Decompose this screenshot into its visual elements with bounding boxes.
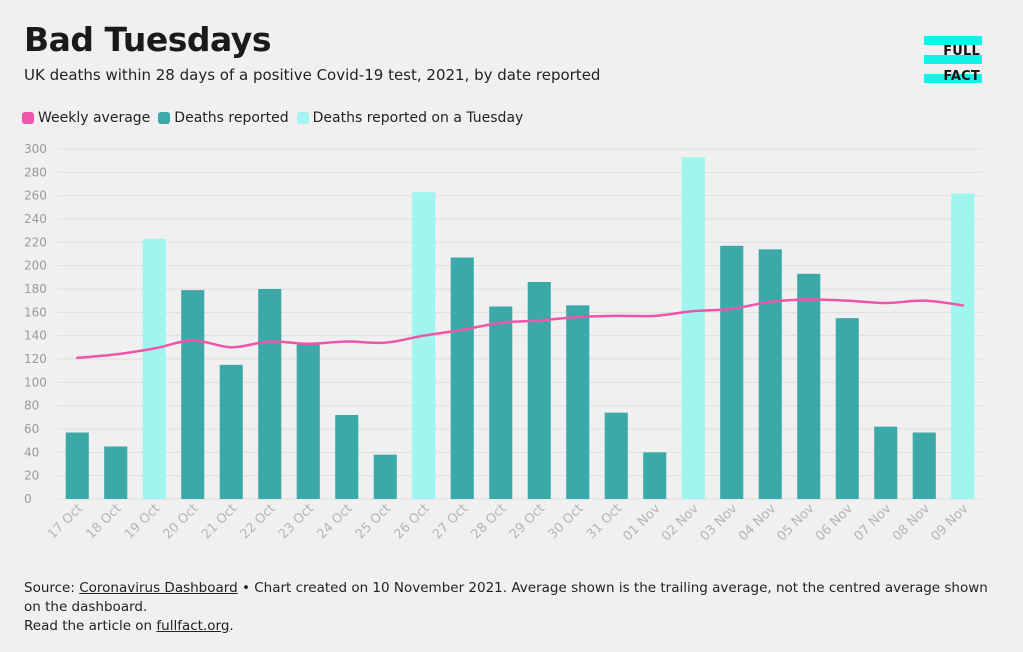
chart-subtitle: UK deaths within 28 days of a positive C… (24, 66, 601, 84)
bar[interactable] (104, 446, 128, 500)
x-tick-label: 19 Oct (122, 501, 163, 542)
weekly-average-line (76, 298, 964, 360)
x-tick-label: 22 Oct (237, 501, 278, 542)
legend-label-deaths-tuesday: Deaths reported on a Tuesday (312, 110, 524, 126)
logo-text-fact: FACT (943, 69, 980, 84)
weekly-average-path (76, 298, 964, 360)
source-prefix: Source: (24, 580, 80, 596)
legend-item-deaths-reported: Deaths reported (158, 110, 289, 126)
bar[interactable] (797, 273, 821, 499)
logo-text-full: FULL (943, 44, 980, 59)
bar[interactable] (643, 452, 667, 499)
bar[interactable] (527, 282, 551, 499)
legend-label-weekly-average: Weekly average (38, 110, 151, 126)
x-tick-label: 25 Oct (353, 501, 394, 542)
bar[interactable] (219, 364, 243, 499)
bar[interactable] (296, 342, 320, 499)
full-fact-logo[interactable]: FULL FACT (924, 36, 982, 84)
y-tick-label: 180 (24, 282, 47, 296)
x-tick-label: 29 Oct (507, 501, 548, 542)
x-tick-label: 20 Oct (160, 501, 201, 542)
read-suffix: . (229, 618, 234, 634)
bar-tuesday[interactable] (681, 157, 705, 499)
x-tick-label: 08 Nov (890, 501, 933, 544)
bar[interactable] (758, 249, 782, 499)
x-tick-label: 27 Oct (430, 501, 471, 542)
read-article-note: Read the article on fullfact.org. (24, 617, 999, 636)
x-tick-label: 07 Nov (851, 501, 894, 544)
bar[interactable] (65, 432, 89, 500)
x-tick-label: 17 Oct (45, 501, 86, 542)
legend-item-deaths-tuesday: Deaths reported on a Tuesday (296, 110, 524, 126)
x-tick-label: 30 Oct (545, 501, 586, 542)
legend-swatch-deaths-reported (158, 112, 171, 124)
x-tick-label: 21 Oct (199, 501, 240, 542)
y-tick-label: 120 (24, 352, 47, 366)
source-link[interactable]: Coronavirus Dashboard (79, 580, 238, 596)
legend-item-weekly-average: Weekly average (22, 110, 150, 126)
x-tick-label: 03 Nov (697, 501, 740, 544)
x-tick-label: 06 Nov (813, 501, 856, 544)
read-prefix: Read the article on (24, 618, 157, 634)
footer: Source: Coronavirus Dashboard • Chart cr… (24, 579, 999, 636)
legend-swatch-weekly-average (22, 112, 34, 124)
grid-lines (58, 148, 982, 500)
x-tick-label: 28 Oct (468, 501, 509, 542)
bars (65, 157, 975, 500)
x-tick-label: 04 Nov (736, 501, 779, 544)
y-tick-label: 280 (24, 165, 47, 179)
bar[interactable] (835, 318, 859, 499)
source-description: • Chart created on 10 November 2021. Ave… (24, 580, 988, 615)
y-tick-label: 80 (24, 399, 39, 413)
y-tick-label: 100 (24, 375, 47, 389)
y-tick-label: 60 (24, 422, 39, 436)
x-tick-label: 18 Oct (83, 501, 124, 542)
bar-tuesday[interactable] (142, 238, 166, 500)
bar[interactable] (258, 289, 282, 499)
bar[interactable] (874, 426, 898, 499)
y-tick-label: 20 (24, 469, 39, 483)
bar[interactable] (450, 257, 474, 500)
chart-legend: Weekly average Deaths reported Deaths re… (22, 110, 531, 126)
legend-label-deaths-reported: Deaths reported (174, 110, 289, 126)
x-tick-label: 02 Nov (659, 501, 702, 544)
x-tick-label: 24 Oct (314, 501, 355, 542)
x-tick-label: 31 Oct (584, 501, 625, 542)
bar[interactable] (373, 454, 397, 499)
y-tick-label: 0 (24, 492, 32, 506)
bar-tuesday[interactable] (951, 193, 975, 500)
bar[interactable] (720, 245, 744, 499)
y-tick-label: 240 (24, 212, 47, 226)
y-tick-label: 300 (24, 142, 47, 156)
x-tick-label: 09 Nov (928, 501, 971, 544)
bar[interactable] (604, 412, 628, 499)
source-note: Source: Coronavirus Dashboard • Chart cr… (24, 579, 999, 617)
x-tick-label: 26 Oct (391, 501, 432, 542)
x-tick-label: 05 Nov (774, 501, 817, 544)
bar[interactable] (566, 305, 590, 499)
y-tick-label: 220 (24, 235, 47, 249)
bar[interactable] (489, 306, 513, 500)
bar-tuesday[interactable] (412, 192, 436, 499)
y-tick-label: 140 (24, 329, 47, 343)
legend-swatch-deaths-tuesday (296, 112, 309, 124)
bar[interactable] (335, 415, 359, 499)
y-tick-label: 260 (24, 189, 47, 203)
bar[interactable] (181, 290, 205, 499)
x-tick-label: 23 Oct (276, 501, 317, 542)
bar-chart: 0 20 40 60 80 100 120 140 160 180 200 220 240 260 280 3… (24, 142, 982, 544)
x-tick-label: 01 Nov (620, 501, 663, 544)
y-tick-label: 200 (24, 259, 47, 273)
y-tick-label: 160 (24, 305, 47, 319)
article-link[interactable]: fullfact.org (156, 618, 230, 634)
y-axis: 0 20 40 60 80 100 120 140 160 180 200 220 240 260 280 3… (24, 142, 47, 506)
y-tick-label: 40 (24, 445, 39, 459)
bar[interactable] (912, 432, 936, 500)
chart-title: Bad Tuesdays (24, 20, 271, 59)
